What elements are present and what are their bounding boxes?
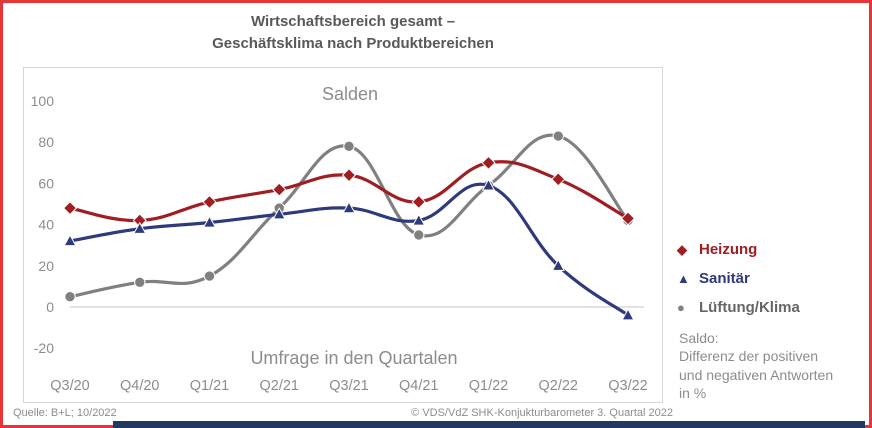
series-line-sanit-r xyxy=(68,182,630,317)
saldo-note-line: Saldo: xyxy=(679,330,719,346)
copyright-credit: © VDS/VdZ SHK-Konjukturbarometer 3. Quar… xyxy=(411,407,673,419)
page-title-line1: Wirtschaftsbereich gesamt – xyxy=(250,13,456,30)
marker-diamond-heizung xyxy=(272,182,287,197)
x-tick-label: Q3/21 xyxy=(329,378,369,394)
x-tick-label: Q3/22 xyxy=(608,378,648,394)
x-tick-label: Q1/21 xyxy=(190,378,230,394)
x-tick-label: Q4/21 xyxy=(399,378,439,394)
legend-label-l-ftung-klima: Lüftung/Klima xyxy=(699,299,800,316)
marker-triangle-sanit-r xyxy=(133,221,147,234)
bottom-accent-bar xyxy=(113,421,865,428)
marker-circle-l-ftung-klima xyxy=(203,270,216,282)
marker-circle-l-ftung-klima xyxy=(343,140,355,153)
line-chart: Salden Umfrage in den Quartalen 100 80 60 40 2… xyxy=(31,84,648,394)
marker-circle-l-ftung-klima xyxy=(413,229,425,241)
y-tick-label: 20 xyxy=(38,258,54,274)
marker-triangle-sanit-r xyxy=(63,234,77,247)
marker-diamond-heizung xyxy=(551,172,566,187)
saldo-note-line: Differenz der positiven xyxy=(679,348,819,365)
marker-diamond-heizung xyxy=(481,155,496,170)
legend-label-heizung: Heizung xyxy=(699,241,758,258)
x-tick-label: Q1/22 xyxy=(469,378,509,394)
series-line-l-ftung-klima xyxy=(68,133,630,299)
marker-triangle-sanit-r xyxy=(342,201,356,214)
y-tick-label: 80 xyxy=(38,134,54,150)
marker-triangle-sanit-r xyxy=(481,178,496,191)
marker-diamond-heizung xyxy=(62,201,78,216)
marker-triangle-sanit-r xyxy=(272,207,286,220)
plot-title: Salden xyxy=(322,84,378,104)
saldo-note-line: und negativen Antworten xyxy=(679,366,834,383)
legend-triangle-icon: ▲ xyxy=(677,271,690,286)
marker-diamond-heizung xyxy=(620,211,636,226)
legend-diamond-icon: ◆ xyxy=(677,241,687,257)
x-tick-label: Q4/20 xyxy=(120,378,160,394)
saldo-note: Saldo: Differenz der positiven und negat… xyxy=(679,329,872,403)
page-title-line2: Geschäftsklima nach Produktbereichen xyxy=(212,34,494,52)
legend-item-heizung: ◆ Heizung xyxy=(677,235,867,264)
marker-circle-l-ftung-klima xyxy=(552,130,564,142)
y-tick-label: 100 xyxy=(31,93,55,109)
legend-label-sanit-r: Sanitär xyxy=(699,270,750,287)
marker-triangle-sanit-r xyxy=(412,213,426,226)
marker-circle-l-ftung-klima xyxy=(134,276,146,288)
y-tick-label: -20 xyxy=(34,340,54,356)
x-tick-label: Q2/22 xyxy=(539,378,579,394)
x-axis-title: Umfrage in den Quartalen xyxy=(250,348,457,368)
x-tick-label: Q2/21 xyxy=(260,378,300,394)
y-tick-label: 60 xyxy=(38,175,54,191)
chart-legend: ◆ Heizung ▲ Sanitär ● Lüftung/Klima xyxy=(677,235,867,322)
page-title: Wirtschaftsbereich gesamt – Geschäftskli… xyxy=(3,11,703,55)
marker-diamond-heizung xyxy=(202,194,217,210)
marker-circle-l-ftung-klima xyxy=(64,291,76,303)
y-tick-label: 0 xyxy=(46,299,54,315)
marker-diamond-heizung xyxy=(411,194,426,210)
saldo-note-line: in % xyxy=(679,385,707,402)
marker-diamond-heizung xyxy=(341,168,357,183)
legend-item-sanit-r: ▲ Sanitär xyxy=(677,264,867,293)
y-tick-label: 40 xyxy=(38,217,54,233)
legend-circle-icon: ● xyxy=(677,300,685,315)
marker-triangle-sanit-r xyxy=(551,258,565,271)
legend-item-l-ftung-klima: ● Lüftung/Klima xyxy=(677,293,867,322)
chart-area: Salden Umfrage in den Quartalen 100 80 60 40 2… xyxy=(23,67,663,403)
marker-triangle-sanit-r xyxy=(202,215,217,228)
source-credit: Quelle: B+L; 10/2022 xyxy=(13,407,117,419)
marker-triangle-sanit-r xyxy=(621,308,635,321)
x-tick-label: Q3/20 xyxy=(50,378,90,394)
